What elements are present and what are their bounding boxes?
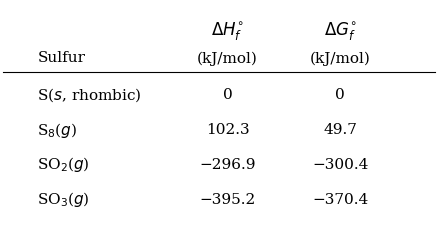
Text: 0: 0 xyxy=(335,88,345,102)
Text: −370.4: −370.4 xyxy=(312,192,368,206)
Text: S($s$, rhombic): S($s$, rhombic) xyxy=(37,87,142,104)
Text: $\Delta H^{\circ}_{f}$: $\Delta H^{\circ}_{f}$ xyxy=(212,19,244,41)
Text: 49.7: 49.7 xyxy=(323,123,357,137)
Text: (kJ/mol): (kJ/mol) xyxy=(197,51,258,65)
Text: $\Delta G^{\circ}_{f}$: $\Delta G^{\circ}_{f}$ xyxy=(324,19,357,41)
Text: 102.3: 102.3 xyxy=(206,123,250,137)
Text: SO$_{3}$($g$): SO$_{3}$($g$) xyxy=(37,190,90,209)
Text: SO$_{2}$($g$): SO$_{2}$($g$) xyxy=(37,155,90,174)
Text: 0: 0 xyxy=(223,88,233,102)
Text: Sulfur: Sulfur xyxy=(37,51,85,65)
Text: −395.2: −395.2 xyxy=(200,192,256,206)
Text: (kJ/mol): (kJ/mol) xyxy=(310,51,371,65)
Text: S$_{8}$($g$): S$_{8}$($g$) xyxy=(37,121,78,140)
Text: −296.9: −296.9 xyxy=(199,158,256,172)
Text: −300.4: −300.4 xyxy=(312,158,368,172)
